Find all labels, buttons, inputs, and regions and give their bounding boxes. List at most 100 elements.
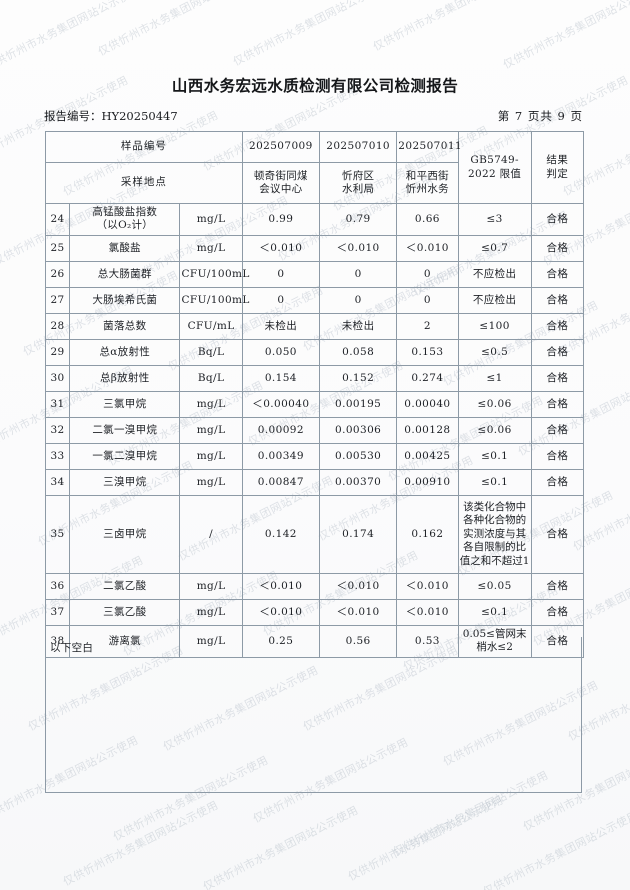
row-index: 35 [44, 494, 71, 574]
row-unit: mg/L [179, 624, 243, 658]
row-limit: ≤0.1 [457, 442, 532, 470]
row-value: 0.00306 [318, 416, 398, 444]
table-row: 25 氯酸盐 mg/L ＜0.010 ＜0.010 ＜0.010 ≤0.7 合格 [44, 234, 585, 262]
row-parameter-name: 游离氯 [69, 624, 181, 658]
blank-area-box [45, 637, 582, 793]
row-unit: mg/L [179, 203, 243, 236]
header-site-name: 顿奇街同煤 会议中心 [241, 162, 321, 204]
row-parameter-name: 总大肠菌群 [69, 260, 181, 288]
table-row: 28 菌落总数 CFU/mL 未检出 未检出 2 ≤100 合格 [44, 312, 585, 340]
row-value: 0 [396, 260, 459, 288]
row-limit: 不应检出 [457, 286, 532, 314]
row-unit: mg/L [179, 442, 243, 470]
row-result: 合格 [530, 572, 585, 600]
row-limit: ≤0.06 [457, 390, 532, 418]
row-parameter-name: 三溴甲烷 [69, 468, 181, 496]
row-limit: 该类化合物中各种化合物的实测浓度与其各自限制的比值之和不超过1 [457, 494, 532, 574]
row-parameter-name: 总α放射性 [69, 338, 181, 366]
row-limit: ≤0.1 [457, 468, 532, 496]
row-value: 0.00425 [396, 442, 459, 470]
row-value: ＜0.010 [396, 572, 459, 600]
results-table: 样品编号 202507009 202507010 202507011 GB5749- 20… [44, 131, 585, 658]
row-unit: mg/L [179, 572, 243, 600]
row-result: 合格 [530, 364, 585, 392]
row-unit: mg/L [179, 598, 243, 626]
row-value: 0.00847 [241, 468, 321, 496]
table-row: 32 二氯一溴甲烷 mg/L 0.00092 0.00306 0.00128 ≤0.06 合格 [44, 416, 585, 444]
row-result: 合格 [530, 390, 585, 418]
row-value: ＜0.010 [241, 234, 321, 262]
row-limit: ≤3 [457, 203, 532, 236]
header-sample-number: 202507011 [396, 131, 462, 163]
site-line-2: 水利局 [341, 183, 375, 195]
row-limit: ≤0.7 [457, 234, 532, 262]
row-limit: ≤100 [457, 312, 532, 340]
header-site-name: 和平西街 忻州水务 [396, 162, 459, 204]
row-unit: mg/L [179, 234, 243, 262]
row-result: 合格 [530, 598, 585, 626]
row-value: 0.174 [318, 494, 398, 574]
page-indicator: 第 7 页共 9 页 [497, 109, 583, 123]
standard-line-1: GB5749- [470, 154, 519, 167]
row-parameter-name: 氯酸盐 [69, 234, 181, 262]
row-value: 0.66 [396, 203, 459, 236]
row-value: 2 [396, 312, 459, 340]
blank-area-note: 以下空白 [50, 642, 94, 654]
row-index: 30 [44, 364, 71, 392]
table-row: 33 一氯二溴甲烷 mg/L 0.00349 0.00530 0.00425 ≤0.1 合格 [44, 442, 585, 470]
row-result: 合格 [530, 234, 585, 262]
table-row: 26 总大肠菌群 CFU/100mL 0 0 0 不应检出 合格 [44, 260, 585, 288]
table-row: 27 大肠埃希氏菌 CFU/100mL 0 0 0 不应检出 合格 [44, 286, 585, 314]
row-result: 合格 [530, 286, 585, 314]
row-value: 0.050 [241, 338, 321, 366]
row-limit: ≤0.1 [457, 598, 532, 626]
row-limit: ≤0.5 [457, 338, 532, 366]
row-value: 0.154 [241, 364, 321, 392]
row-value: 未检出 [318, 312, 398, 340]
row-parameter-name: 三氯甲烷 [69, 390, 181, 418]
table-row: 24 高锰酸盐指数 （以O₂计） mg/L 0.99 0.79 0.66 ≤3 合格 [44, 203, 585, 236]
header-sample-number: 202507009 [241, 131, 321, 163]
row-value: ＜0.010 [396, 234, 459, 262]
row-index: 29 [44, 338, 71, 366]
header-standard-limit: GB5749- 2022 限值 [457, 131, 532, 204]
row-result: 合格 [530, 312, 585, 340]
header-site-name: 忻府区 水利局 [318, 162, 398, 204]
row-value: ＜0.010 [318, 234, 398, 262]
site-line-2: 会议中心 [259, 183, 303, 195]
table-row: 29 总α放射性 Bq/L 0.050 0.058 0.153 ≤0.5 合格 [44, 338, 585, 366]
site-line-1: 顿奇街同煤 [253, 169, 308, 182]
row-value: 0.152 [318, 364, 398, 392]
row-limit: ≤0.06 [457, 416, 532, 444]
row-unit: Bq/L [179, 364, 243, 392]
results-table-wrapper: 样品编号 202507009 202507010 202507011 GB5749- 20… [44, 131, 585, 658]
row-value: 0.79 [318, 203, 398, 236]
row-result: 合格 [530, 468, 585, 496]
row-value: ＜0.010 [241, 598, 321, 626]
row-result: 合格 [530, 416, 585, 444]
row-value: 0.00910 [396, 468, 459, 496]
standard-line-2: 2022 限值 [468, 167, 522, 180]
row-result: 合格 [530, 338, 585, 366]
table-row: 36 二氯乙酸 mg/L ＜0.010 ＜0.010 ＜0.010 ≤0.05 合格 [44, 572, 585, 600]
site-line-1: 忻府区 [341, 169, 375, 182]
row-unit: CFU/100mL [179, 260, 249, 288]
parameter-name-line-2: （以O₂计） [96, 219, 154, 232]
header-sample-no-label: 样品编号 [45, 131, 243, 163]
table-row: 37 三氯乙酸 mg/L ＜0.010 ＜0.010 ＜0.010 ≤0.1 合格 [44, 598, 585, 626]
row-result: 合格 [530, 624, 585, 658]
row-unit: CFU/100mL [179, 286, 249, 314]
row-result: 合格 [530, 203, 585, 236]
row-index: 36 [44, 572, 71, 600]
row-parameter-name: 一氯二溴甲烷 [69, 442, 181, 470]
site-line-1: 和平西街 [405, 169, 449, 182]
row-value: 0 [318, 260, 398, 288]
row-limit: ≤0.05 [457, 572, 532, 600]
row-value: 0.162 [396, 494, 459, 574]
row-value: 0 [318, 286, 398, 314]
page-title: 山西水务宏远水质检测有限公司检测报告 [171, 77, 459, 95]
row-result: 合格 [530, 442, 585, 470]
row-result: 合格 [530, 494, 585, 574]
row-index: 37 [44, 598, 71, 626]
row-limit: 不应检出 [457, 260, 532, 288]
